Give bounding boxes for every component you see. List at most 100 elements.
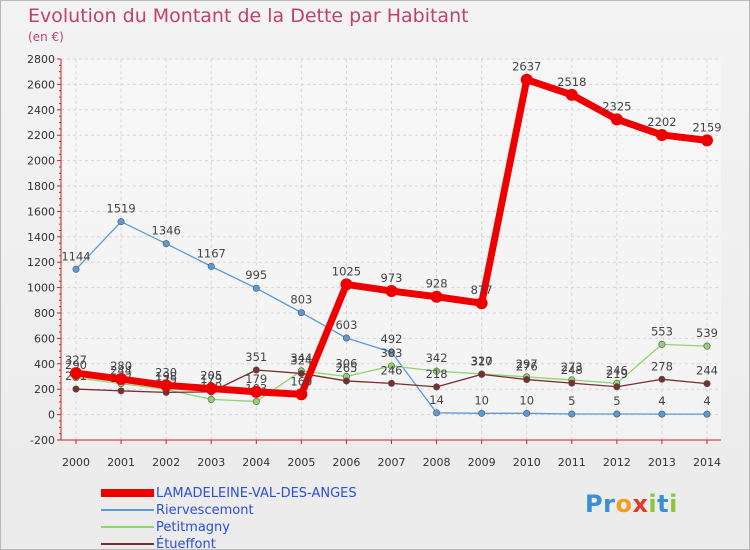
data-label-petitmagny: 553 <box>651 324 673 338</box>
data-point--tueffont <box>703 380 711 388</box>
data-label-lamadeleine-val-des-anges: 2637 <box>512 60 541 74</box>
data-label-riervescemont: 492 <box>381 332 403 346</box>
logo-letter: o <box>615 490 633 518</box>
y-tick-label: 2400 <box>27 104 55 117</box>
data-label-riervescemont: 803 <box>290 293 312 307</box>
data-label-lamadeleine-val-des-anges: 2202 <box>647 115 676 129</box>
data-label-petitmagny: 383 <box>381 346 403 360</box>
proxiti-logo: Proxiti <box>585 490 678 518</box>
x-tick-label: 2001 <box>107 456 135 469</box>
x-tick-label: 2014 <box>693 456 721 469</box>
data-label-lamadeleine-val-des-anges: 160 <box>290 374 312 388</box>
data-point-riervescemont <box>72 265 80 273</box>
x-tick-label: 2007 <box>378 456 406 469</box>
data-label-lamadeleine-val-des-anges: 205 <box>200 369 222 383</box>
data-point--tueffont <box>613 383 621 391</box>
data-label-riervescemont: 10 <box>474 393 489 407</box>
data-point-riervescemont <box>523 409 531 417</box>
x-tick-label: 2010 <box>513 456 541 469</box>
y-tick-label: -200 <box>30 434 55 447</box>
data-label--tueffont: 278 <box>651 359 673 373</box>
y-tick-label: 1600 <box>27 205 55 218</box>
data-label-petitmagny: 290 <box>65 358 87 372</box>
x-tick-label: 2006 <box>332 456 360 469</box>
data-label-petitmagny: 344 <box>290 351 312 365</box>
data-label-lamadeleine-val-des-anges: 1025 <box>332 264 361 278</box>
data-label-riervescemont: 1144 <box>61 249 90 263</box>
data-label--tueffont: 351 <box>245 350 267 364</box>
x-tick-label: 2009 <box>468 456 496 469</box>
legend-swatch <box>101 509 154 511</box>
data-point-lamadeleine-val-des-anges <box>160 379 173 392</box>
data-label-lamadeleine-val-des-anges: 280 <box>110 359 132 373</box>
data-point-lamadeleine-val-des-anges <box>115 373 128 386</box>
y-tick-label: 2600 <box>27 78 55 91</box>
data-point--tueffont <box>387 379 395 387</box>
data-point-lamadeleine-val-des-anges <box>475 297 488 310</box>
data-point--tueffont <box>72 385 80 393</box>
x-tick-label: 2004 <box>242 456 270 469</box>
data-point--tueffont <box>478 370 486 378</box>
data-point-riervescemont <box>207 262 215 270</box>
y-tick-label: 2200 <box>27 129 55 142</box>
x-tick-label: 2013 <box>648 456 676 469</box>
data-point--tueffont <box>297 369 305 377</box>
y-tick-label: 1200 <box>27 256 55 269</box>
data-point-riervescemont <box>342 334 350 342</box>
data-point-riervescemont <box>297 309 305 317</box>
data-label-riervescemont: 5 <box>568 394 575 408</box>
data-label-riervescemont: 1167 <box>197 246 226 260</box>
legend-swatch <box>101 543 154 545</box>
data-label-riervescemont: 995 <box>245 268 267 282</box>
data-point-lamadeleine-val-des-anges <box>610 113 623 126</box>
data-point-lamadeleine-val-des-anges <box>430 290 443 303</box>
logo-letter: i <box>648 490 658 518</box>
y-tick-label: 2800 <box>27 53 55 66</box>
data-label--tueffont: 218 <box>426 367 448 381</box>
data-label-petitmagny: 273 <box>561 360 583 374</box>
plot-area <box>61 59 721 440</box>
legend-label: Petitmagny <box>156 520 230 535</box>
data-label-lamadeleine-val-des-anges: 2325 <box>602 99 631 113</box>
data-label-lamadeleine-val-des-anges: 179 <box>245 372 267 386</box>
x-tick-label: 2012 <box>603 456 631 469</box>
data-label--tueffont: 324 <box>290 353 312 367</box>
x-tick-label: 2002 <box>152 456 180 469</box>
data-point-riervescemont <box>478 409 486 417</box>
data-point-riervescemont <box>433 409 441 417</box>
y-tick-label: 400 <box>34 358 55 371</box>
legend-label: Riervescemont <box>156 503 254 518</box>
data-label-lamadeleine-val-des-anges: 2518 <box>557 75 586 89</box>
y-tick-label: 2000 <box>27 155 55 168</box>
logo-letter: P <box>585 490 604 518</box>
x-tick-label: 2000 <box>62 456 90 469</box>
data-point-riervescemont <box>117 218 125 226</box>
logo-letter: x <box>632 490 649 518</box>
legend-swatch <box>101 526 154 528</box>
data-label-petitmagny: 244 <box>110 364 132 378</box>
data-point--tueffont <box>252 366 260 374</box>
data-point--tueffont <box>117 387 125 395</box>
data-point--tueffont <box>433 383 441 391</box>
data-label-riervescemont: 10 <box>519 393 534 407</box>
data-label-petitmagny: 342 <box>426 351 448 365</box>
data-label--tueffont: 246 <box>381 363 403 377</box>
data-point-lamadeleine-val-des-anges <box>250 385 263 398</box>
data-label-riervescemont: 1346 <box>152 224 181 238</box>
data-point-lamadeleine-val-des-anges <box>295 388 308 401</box>
data-point-lamadeleine-val-des-anges <box>655 128 668 141</box>
data-point-riervescemont <box>387 348 395 356</box>
logo-letter: t <box>657 490 670 518</box>
y-tick-label: 1800 <box>27 180 55 193</box>
data-point--tueffont <box>342 377 350 385</box>
x-tick-label: 2008 <box>423 456 451 469</box>
chart-title: Evolution du Montant de la Dette par Hab… <box>28 5 469 27</box>
x-tick-label: 2011 <box>558 456 586 469</box>
data-point--tueffont <box>523 376 531 384</box>
y-tick-label: 1400 <box>27 231 55 244</box>
data-point-lamadeleine-val-des-anges <box>520 73 533 86</box>
data-label-lamadeleine-val-des-anges: 327 <box>65 353 87 367</box>
data-label-petitmagny: 320 <box>471 354 493 368</box>
